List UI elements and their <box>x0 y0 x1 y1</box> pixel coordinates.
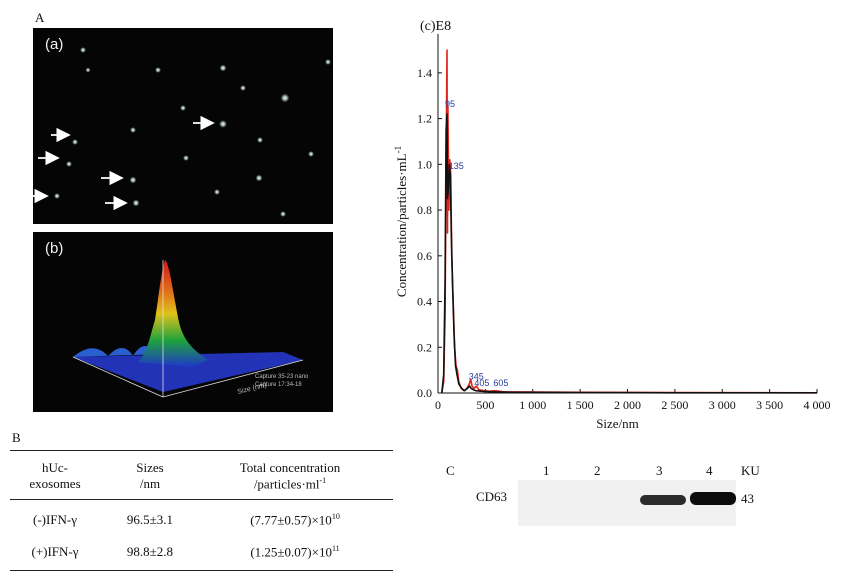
y-tick-label: 0.8 <box>417 203 432 217</box>
blot-membrane <box>518 480 736 526</box>
surface-peak <box>138 260 208 367</box>
panel-b-label: B <box>12 430 21 445</box>
x-tick-label: 3 500 <box>756 398 783 412</box>
marker-label: CD63 <box>476 489 508 504</box>
lane-label-1: 1 <box>543 463 550 478</box>
panel-a-label: A <box>35 10 45 25</box>
peak-label: 405 <box>474 378 489 388</box>
y-tick-label: 1.2 <box>417 112 432 126</box>
y-tick-label: 0.0 <box>417 386 432 400</box>
frame-a-label: (a) <box>45 36 64 53</box>
band-lane-4 <box>690 492 736 505</box>
arrow-icons <box>33 115 215 211</box>
x-tick-label: 500 <box>476 398 494 412</box>
lane-label-4: 4 <box>706 463 713 478</box>
lane-label-2: 2 <box>594 463 601 478</box>
y-tick-label: 1.4 <box>417 66 432 80</box>
y-tick-label: 0.6 <box>417 249 432 263</box>
x-axis-label: Size/nm <box>596 416 639 431</box>
x-tick-label: 1 000 <box>519 398 546 412</box>
surface-plot: Size (nm) Capture 35-23 nano Capture 17:… <box>72 260 309 398</box>
weight-label: 43 <box>741 491 754 506</box>
y-axis-label-exponent: -1 <box>393 146 403 154</box>
x-tick-label: 2 000 <box>614 398 641 412</box>
table-header-rule <box>10 499 393 500</box>
table-top-rule <box>10 450 393 451</box>
x-tick-label: 4 000 <box>804 398 831 412</box>
y-tick-label: 0.2 <box>417 340 432 354</box>
unit-label: KU <box>741 463 760 478</box>
series-line-2 <box>441 113 817 394</box>
peak-label: 605 <box>493 378 508 388</box>
peak-label: 95 <box>445 99 455 109</box>
series-line-1 <box>441 49 818 394</box>
y-tick-label: 1.0 <box>417 157 432 171</box>
particle-field <box>33 47 331 217</box>
x-tick-label: 0 <box>435 398 441 412</box>
header-concentration: Total concentration /particles·ml-1 <box>239 460 341 492</box>
panel-c-label: C <box>446 463 455 478</box>
x-tick-label: 1 500 <box>567 398 594 412</box>
table-bottom-rule <box>10 570 393 571</box>
capture-line-2: Capture 17:34-18 <box>255 382 302 388</box>
x-tick-label: 3 000 <box>709 398 736 412</box>
y-axis-label: Concentration/particles·mL-1 <box>393 146 409 297</box>
x-tick-label: 2 500 <box>661 398 688 412</box>
peak-label: 345 <box>469 371 484 381</box>
band-lane-3 <box>640 495 686 505</box>
peak-label: 135 <box>449 161 464 171</box>
header-group: hUc- exosomes <box>29 460 81 491</box>
y-tick-label: 0.4 <box>417 295 432 309</box>
nta-micrograph: (a) <box>33 28 333 224</box>
size-distribution-chart: (c)E8 0.0 0.2 0.4 0.6 0.8 1.0 1.2 1.4 0 500 1 000 1 … <box>393 19 831 431</box>
frame-b-label: (b) <box>45 240 64 257</box>
lane-label-3: 3 <box>656 463 663 478</box>
header-size: Sizes /nm <box>136 460 164 491</box>
surface-base <box>73 352 303 392</box>
nta-3d-plot: (b) Size (nm) Capture 35-23 nano Capture… <box>33 232 333 412</box>
particles <box>54 47 331 217</box>
capture-line-1: Capture 35-23 nano <box>255 374 309 380</box>
ripples <box>73 346 163 357</box>
chart-title: (c)E8 <box>420 19 451 34</box>
